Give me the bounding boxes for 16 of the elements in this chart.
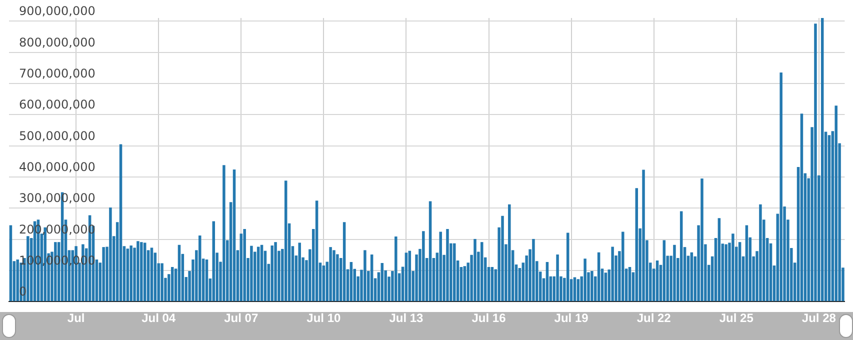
x-tick-label: Jul 19 xyxy=(554,311,589,326)
x-tick-label: Jul 22 xyxy=(636,311,672,326)
x-tick-label: Jul 16 xyxy=(472,311,506,326)
y-tick-label: 700,000,000 xyxy=(19,66,96,81)
y-tick-label: 800,000,000 xyxy=(19,35,96,50)
y-tick-label: 400,000,000 xyxy=(19,160,96,174)
x-tick-label: Jul 10 xyxy=(306,311,342,326)
y-tick-label: 500,000,000 xyxy=(19,128,96,143)
x-tick-label: Jul 07 xyxy=(224,311,258,326)
x-tick-label: Jul 13 xyxy=(389,311,424,326)
y-tick-label: 900,000,000 xyxy=(19,4,96,18)
x-tick-label: Jul xyxy=(67,311,85,326)
x-tick-label: Jul 04 xyxy=(142,311,176,326)
x-tick-label: Jul 25 xyxy=(719,311,754,326)
y-tick-label: 600,000,000 xyxy=(19,98,96,112)
x-tick-label: Jul 28 xyxy=(802,311,836,326)
